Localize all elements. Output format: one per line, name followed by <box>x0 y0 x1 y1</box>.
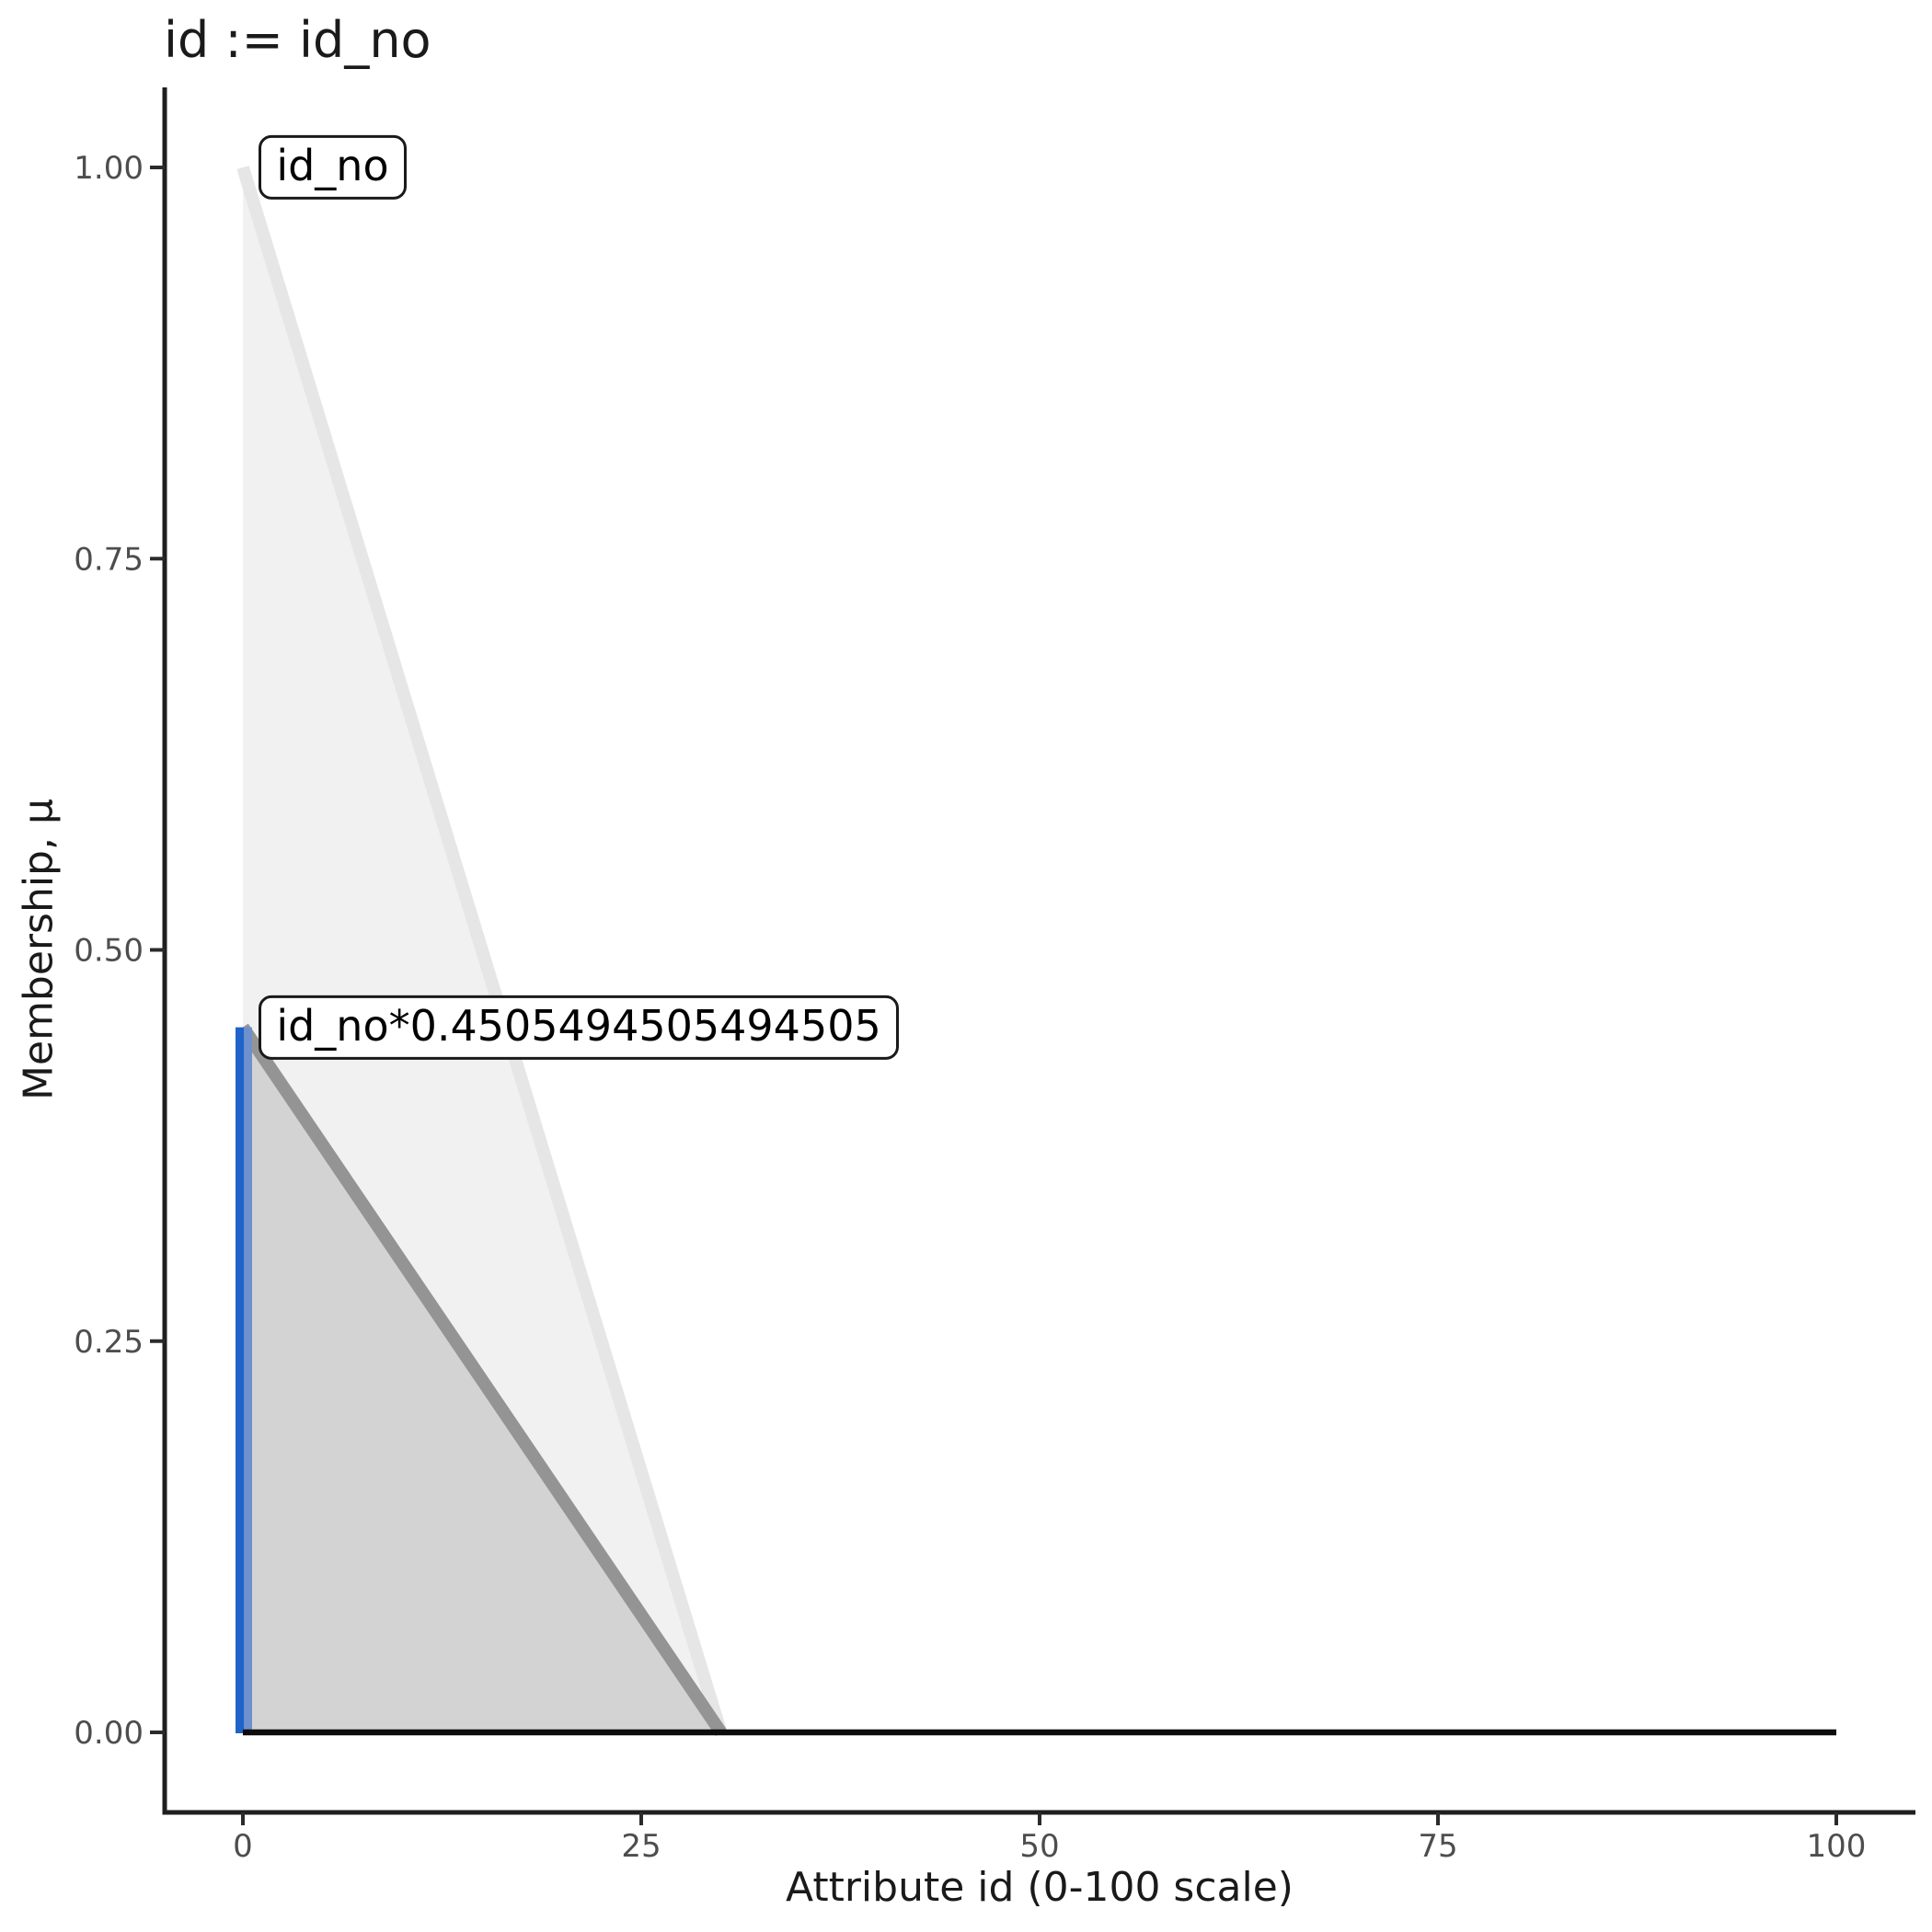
y-tick-label: 0.75 <box>74 541 144 578</box>
y-tick-label: 1.00 <box>74 150 144 187</box>
membership-line-id-no-scaled <box>237 1023 727 1736</box>
y-axis-label: Membership, μ <box>15 799 63 1100</box>
x-tick-label: 50 <box>1019 1828 1059 1865</box>
annotation-id-no: id_no <box>259 134 407 201</box>
y-tick-label: 0.50 <box>74 933 144 970</box>
y-tick-label: 0.25 <box>74 1324 144 1361</box>
x-tick-label: 75 <box>1418 1828 1457 1865</box>
membership-line-id-no <box>236 165 728 1735</box>
plot-title: id := id_no <box>164 11 431 69</box>
annotation-id-no-scaled: id_no*0.4505494505494505 <box>259 995 899 1060</box>
x-tick-label: 25 <box>621 1828 661 1865</box>
x-axis-label: Attribute id (0-100 scale) <box>786 1864 1294 1911</box>
x-tick-label: 0 <box>233 1828 253 1865</box>
y-tick-label: 0.00 <box>74 1715 144 1752</box>
x-tick-label: 100 <box>1807 1828 1867 1865</box>
